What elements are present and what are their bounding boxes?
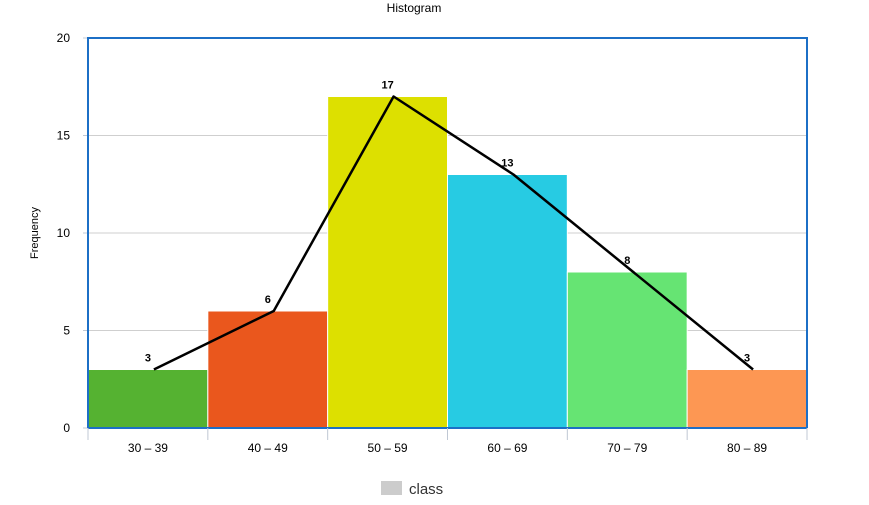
data-label: 13 xyxy=(501,158,513,170)
frequency-polygon-line xyxy=(153,95,754,371)
y-tick-label: 15 xyxy=(57,129,71,143)
data-label: 17 xyxy=(381,80,393,92)
y-tick-label: 0 xyxy=(63,421,70,435)
x-tick-label: 40 – 49 xyxy=(248,441,288,455)
bar xyxy=(87,369,209,429)
frequency-polygon xyxy=(153,95,754,371)
y-tick-label: 5 xyxy=(63,324,70,338)
x-tick-label: 30 – 39 xyxy=(128,441,168,455)
bar xyxy=(566,271,688,429)
plot-border-line xyxy=(87,37,808,428)
data-label: 3 xyxy=(744,353,750,365)
y-tick-label: 10 xyxy=(57,226,71,240)
plot-border xyxy=(87,37,808,428)
bar xyxy=(327,96,448,429)
y-axis-ticks: 0 5 10 15 20 xyxy=(57,31,88,435)
data-label: 6 xyxy=(265,294,271,306)
x-tick-label: 70 – 79 xyxy=(607,441,647,455)
bar xyxy=(686,369,808,429)
chart-title: Histogram xyxy=(387,1,442,15)
data-label: 3 xyxy=(145,353,151,365)
legend-swatch xyxy=(381,481,402,495)
y-tick-label: 20 xyxy=(57,31,71,45)
legend-label: class xyxy=(409,481,443,498)
x-tick-label: 50 – 59 xyxy=(368,441,408,455)
bars xyxy=(87,96,808,429)
data-labels: 3 6 17 13 8 3 xyxy=(145,80,750,365)
y-axis-label: Frequency xyxy=(29,207,41,259)
data-label: 8 xyxy=(624,255,630,267)
bar xyxy=(447,174,568,429)
legend: class xyxy=(381,481,443,498)
x-tick-label: 80 – 89 xyxy=(727,441,767,455)
x-axis-ticks: 30 – 39 40 – 49 50 – 59 60 – 69 70 – 79 80 – … xyxy=(87,428,808,455)
bar xyxy=(207,310,329,429)
x-tick-label: 60 – 69 xyxy=(487,441,527,455)
